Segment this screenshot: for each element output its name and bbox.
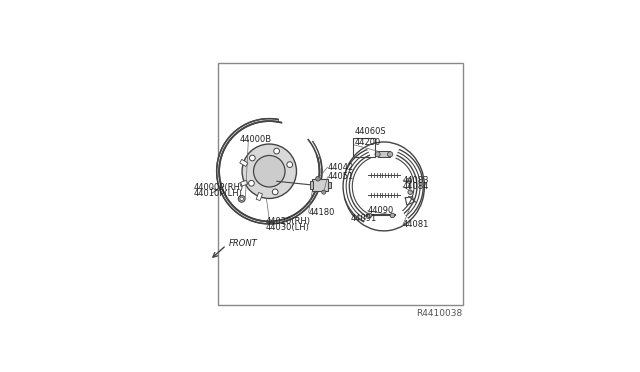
Text: R4410038: R4410038 — [416, 309, 462, 318]
Circle shape — [273, 189, 278, 195]
Text: 44042: 44042 — [328, 163, 354, 172]
Wedge shape — [269, 114, 325, 171]
Circle shape — [390, 213, 395, 218]
Text: FRONT: FRONT — [228, 239, 257, 248]
Circle shape — [375, 152, 380, 157]
Text: 44010P(LH): 44010P(LH) — [194, 189, 243, 198]
Circle shape — [253, 155, 285, 187]
Text: 44090: 44090 — [367, 206, 394, 215]
Text: 44051: 44051 — [328, 173, 354, 182]
Text: 44060S: 44060S — [355, 126, 386, 136]
Circle shape — [406, 178, 412, 183]
Text: 44000B: 44000B — [239, 135, 271, 144]
Circle shape — [219, 121, 319, 221]
Wedge shape — [269, 121, 319, 171]
Circle shape — [322, 190, 326, 194]
Bar — [240, 180, 248, 186]
Text: 44200: 44200 — [355, 138, 381, 147]
Bar — [353, 138, 374, 157]
Circle shape — [238, 195, 245, 202]
Bar — [378, 151, 390, 157]
Circle shape — [250, 155, 255, 161]
Text: 44084: 44084 — [403, 182, 429, 191]
Circle shape — [408, 190, 413, 195]
Circle shape — [367, 213, 372, 218]
Circle shape — [240, 197, 243, 201]
Bar — [240, 160, 248, 167]
Circle shape — [316, 176, 320, 181]
Text: 44180: 44180 — [308, 208, 335, 217]
Text: 44091: 44091 — [350, 214, 376, 223]
Circle shape — [274, 148, 280, 154]
Circle shape — [248, 180, 254, 186]
Text: 44083: 44083 — [403, 176, 429, 185]
Text: 44030(LH): 44030(LH) — [266, 224, 310, 232]
Circle shape — [388, 152, 393, 157]
Text: 44000P(RH): 44000P(RH) — [194, 183, 244, 192]
Text: 44081: 44081 — [403, 220, 429, 229]
Bar — [312, 179, 328, 191]
Circle shape — [287, 162, 292, 167]
Bar — [256, 192, 262, 201]
Bar — [328, 182, 331, 189]
Text: 44020(RH): 44020(RH) — [266, 217, 311, 226]
Circle shape — [217, 119, 322, 224]
Circle shape — [242, 144, 296, 198]
Bar — [310, 181, 313, 189]
Bar — [218, 63, 463, 305]
